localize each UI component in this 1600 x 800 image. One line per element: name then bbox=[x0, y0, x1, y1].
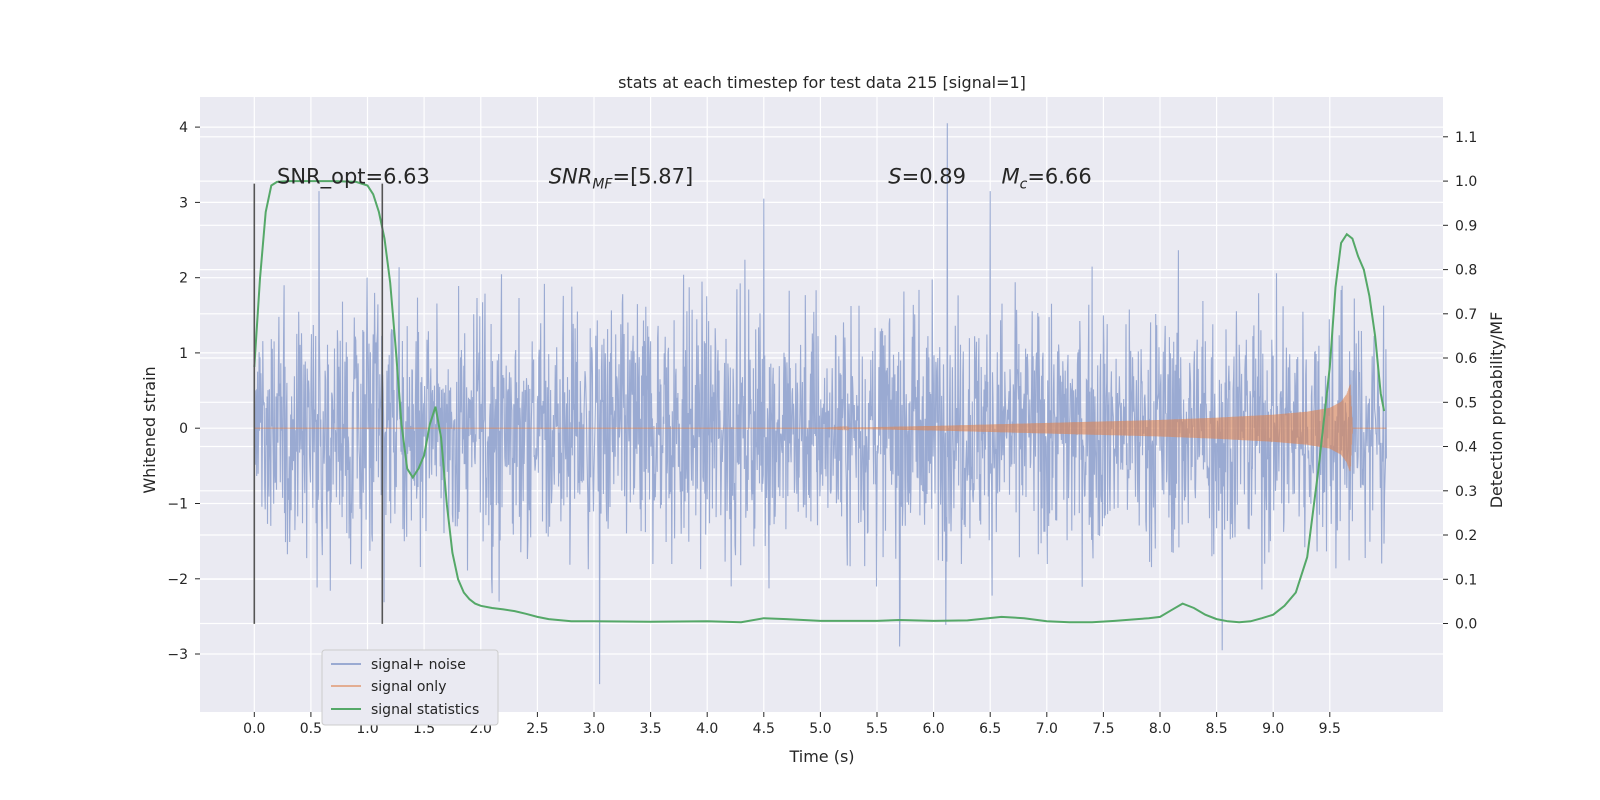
x-axis-label: Time (s) bbox=[788, 747, 854, 766]
y-tick-label: −3 bbox=[167, 647, 188, 663]
legend-label-signal-noise: signal+ noise bbox=[371, 657, 466, 673]
y-tick-label: −2 bbox=[167, 572, 188, 588]
legend-box bbox=[321, 649, 499, 726]
y-tick-label: 1 bbox=[179, 346, 188, 362]
x-tick-label: 5.0 bbox=[809, 721, 831, 737]
y-axis-label: Whitened strain bbox=[140, 366, 159, 493]
y2-tick-label: 0.0 bbox=[1455, 617, 1477, 633]
y2-tick-label: 0.5 bbox=[1455, 395, 1477, 411]
annotation-2: S=0.89 bbox=[888, 165, 966, 189]
y2-tick-label: 0.9 bbox=[1455, 218, 1477, 234]
y2-tick-label: 1.1 bbox=[1455, 130, 1477, 146]
x-tick-label: 4.0 bbox=[696, 721, 718, 737]
legend-label-signal-statistics: signal statistics bbox=[371, 702, 479, 718]
annotation-1: SNRMF=[5.87] bbox=[549, 165, 694, 193]
y2-tick-label: 0.7 bbox=[1455, 307, 1477, 323]
signal-noise-line bbox=[253, 123, 1387, 685]
y-axis-ticks: 4 3 2 1 0 −1 −2 −3 bbox=[167, 120, 200, 663]
y2-tick-label: 0.1 bbox=[1455, 572, 1477, 588]
x-tick-label: 9.0 bbox=[1262, 721, 1284, 737]
y2-tick-label: 0.2 bbox=[1455, 528, 1477, 544]
y2-tick-label: 0.6 bbox=[1455, 351, 1477, 367]
x-tick-label: 0.5 bbox=[300, 721, 322, 737]
x-tick-label: 9.5 bbox=[1319, 721, 1341, 737]
series-signal-only bbox=[254, 384, 1387, 472]
x-tick-label: 7.5 bbox=[1092, 721, 1114, 737]
y2-tick-label: 0.3 bbox=[1455, 484, 1477, 500]
x-tick-label: 0.0 bbox=[243, 721, 265, 737]
y-tick-label: 0 bbox=[179, 421, 188, 437]
x-tick-label: 7.0 bbox=[1036, 721, 1058, 737]
y2-tick-label: 1.0 bbox=[1455, 174, 1477, 190]
x-tick-label: 5.5 bbox=[866, 721, 888, 737]
legend: signal+ noise signal only signal statist… bbox=[321, 649, 499, 726]
vertical-markers bbox=[253, 183, 384, 624]
annotation-0: SNR_opt=6.63 bbox=[277, 165, 430, 190]
x-tick-label: 3.0 bbox=[583, 721, 605, 737]
series-signal-noise bbox=[253, 123, 1387, 685]
series-signal-statistics bbox=[253, 180, 1386, 624]
y2-axis-ticks: 1.1 1.0 0.9 0.8 0.7 0.6 0.5 0.4 0.3 0.2 0.1 0.0 bbox=[1443, 130, 1477, 633]
x-tick-label: 8.0 bbox=[1149, 721, 1171, 737]
legend-label-signal-only: signal only bbox=[371, 679, 446, 695]
x-tick-label: 6.5 bbox=[979, 721, 1001, 737]
y2-tick-label: 0.8 bbox=[1455, 263, 1477, 279]
y-tick-label: 3 bbox=[179, 195, 188, 211]
y2-tick-label: 0.4 bbox=[1455, 440, 1477, 456]
signal-only-line bbox=[254, 384, 1387, 472]
chart-title: stats at each timestep for test data 215… bbox=[618, 73, 1026, 92]
annotations: SNR_opt=6.63 SNRMF=[5.87] S=0.89 Mc=6.66 bbox=[277, 165, 1092, 193]
y-tick-label: 4 bbox=[179, 120, 188, 136]
x-tick-label: 4.5 bbox=[753, 721, 775, 737]
x-tick-label: 6.0 bbox=[922, 721, 944, 737]
y2-axis-label: Detection probability/MF bbox=[1487, 312, 1506, 509]
y-tick-label: 2 bbox=[179, 271, 188, 287]
annotation-3: Mc=6.66 bbox=[1002, 165, 1092, 193]
signal-statistics-line bbox=[253, 180, 1386, 624]
x-tick-label: 8.5 bbox=[1205, 721, 1227, 737]
x-tick-label: 3.5 bbox=[639, 721, 661, 737]
x-tick-label: 2.5 bbox=[526, 721, 548, 737]
y-tick-label: −1 bbox=[167, 497, 188, 513]
